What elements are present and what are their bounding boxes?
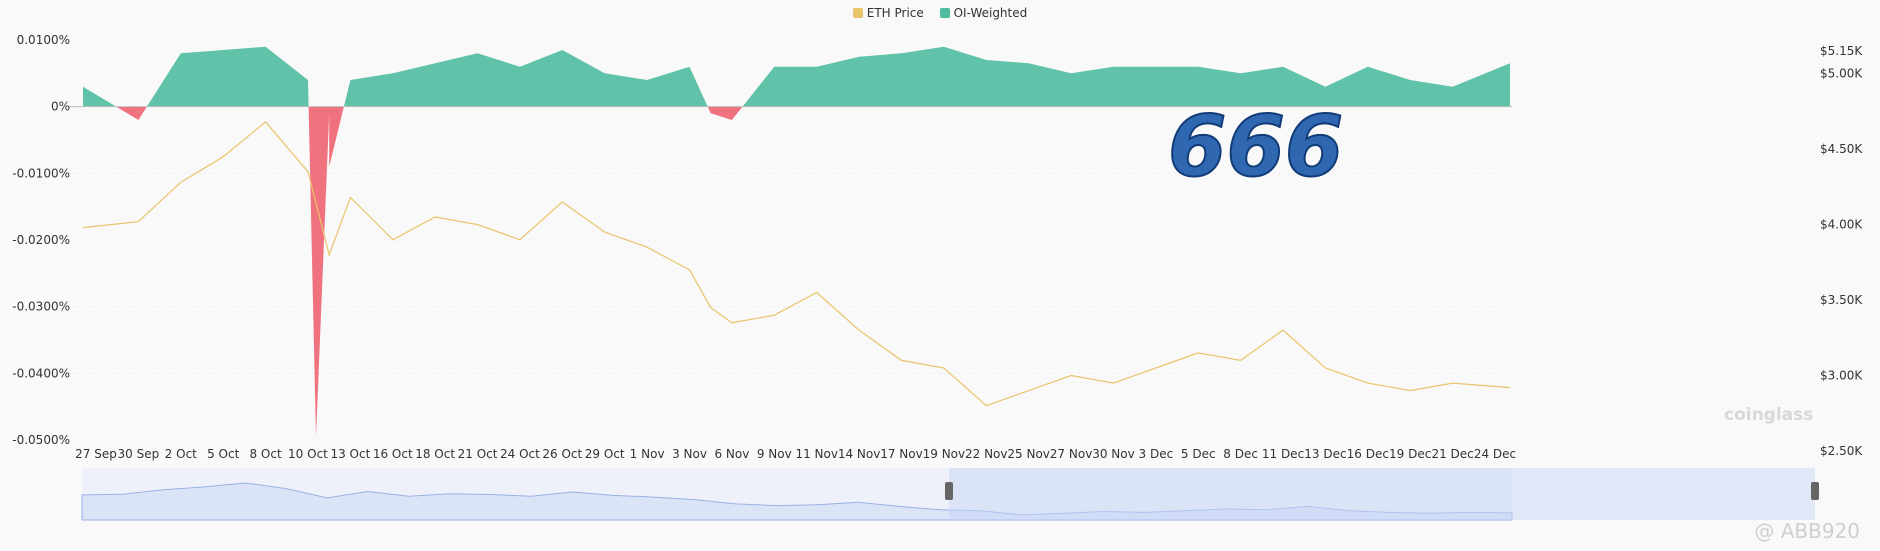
x-tick-label: 21 Oct [458,447,498,461]
eth-price-line [82,121,1511,407]
x-tick-label: 3 Dec [1139,447,1174,461]
x-tick-label: 16 Oct [373,447,413,461]
y-axis-left: 0.0100% 0% -0.0100% -0.0200% -0.0300% -0.0400… [12,33,70,447]
coinglass-logo: coinglass [1724,405,1813,425]
x-tick-label: 11 Dec [1262,447,1304,461]
legend-item-oi-weighted[interactable]: OI-Weighted [939,5,1027,20]
x-tick-label: 29 Oct [585,447,625,461]
legend-item-eth-price[interactable]: ETH Price [852,5,924,20]
y-right-tick-label: $5.15K [1820,44,1863,58]
y-left-tick-label: 0.0100% [17,33,70,47]
x-tick-label: 24 Oct [500,447,540,461]
y-left-tick-label: -0.0400% [12,366,70,380]
x-tick-label: 1 Nov [630,447,665,461]
x-tick-label: 19 Dec [1389,447,1431,461]
x-tick-label: 22 Nov [965,447,1008,461]
y-left-tick-label: -0.0300% [12,300,70,314]
x-tick-label: 9 Nov [757,447,792,461]
oi-weighted-series [68,46,1512,437]
navigator-selected-range [949,468,1815,520]
legend: ETH Price OI-Weighted [0,5,1880,20]
x-tick-label: 11 Nov [795,447,838,461]
x-tick-label: 25 Nov [1007,447,1050,461]
watermark-text: @ ABB920 [1754,519,1860,543]
x-tick-label: 5 Oct [207,447,239,461]
y-right-tick-label: $3.50K [1820,293,1863,307]
navigator-right-handle[interactable] [1811,482,1819,500]
y-axis-right: $5.15K $5.00K $4.50K $4.00K $3.50K $3.00K $2.5… [1820,44,1863,458]
x-tick-label: 5 Dec [1181,447,1216,461]
x-tick-label: 24 Dec [1474,447,1516,461]
oi-swatch-icon [939,7,950,18]
x-tick-label: 30 Sep [118,447,160,461]
y-left-tick-label: -0.0100% [12,166,70,180]
oi-positive-area [83,46,1510,107]
y-right-tick-label: $3.00K [1820,369,1863,383]
x-tick-label: 8 Dec [1223,447,1258,461]
x-tick-label: 6 Nov [714,447,749,461]
y-right-tick-label: $2.50K [1820,444,1863,458]
y-left-tick-label: 0% [51,100,70,114]
x-tick-label: 13 Dec [1304,447,1346,461]
sticker-666: 666 [1168,97,1343,195]
x-tick-label: 18 Oct [415,447,455,461]
x-tick-label: 13 Oct [330,447,370,461]
x-tick-label: 10 Oct [288,447,328,461]
x-tick-label: 26 Oct [542,447,582,461]
x-tick-label: 27 Sep [75,447,117,461]
x-tick-label: 2 Oct [165,447,197,461]
x-tick-label: 21 Dec [1431,447,1473,461]
x-tick-label: 17 Nov [880,447,923,461]
x-tick-label: 27 Nov [1050,447,1093,461]
x-tick-label: 19 Nov [923,447,966,461]
x-tick-label: 16 Dec [1347,447,1389,461]
y-left-tick-label: -0.0200% [12,233,70,247]
range-navigator[interactable] [81,468,1819,521]
x-tick-label: 8 Oct [249,447,281,461]
y-right-tick-label: $4.50K [1820,142,1863,156]
eth-swatch-icon [852,7,863,18]
x-tick-label: 3 Nov [672,447,707,461]
x-tick-label: 14 Nov [838,447,881,461]
y-right-tick-label: $5.00K [1820,67,1863,81]
eth-price-series [82,121,1511,407]
x-tick-label: 30 Nov [1092,447,1135,461]
navigator-left-handle[interactable] [945,482,953,500]
y-right-tick-label: $4.00K [1820,218,1863,232]
y-left-tick-label: -0.0500% [12,433,70,447]
x-axis: 27 Sep 30 Sep 2 Oct 5 Oct 8 Oct 10 Oct 13 Oct 1… [75,447,1516,461]
